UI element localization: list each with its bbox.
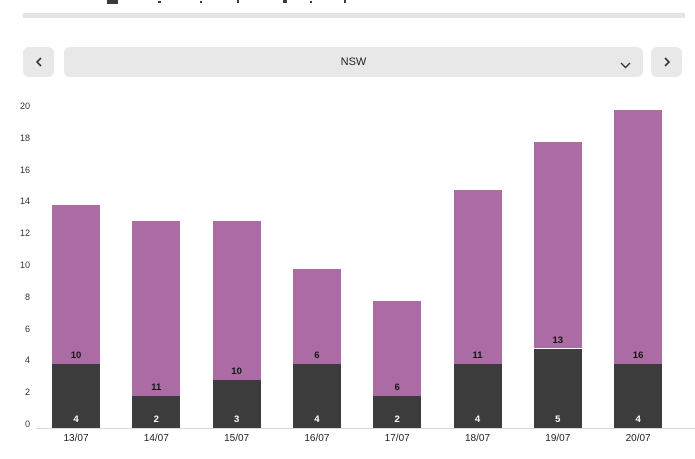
- bar-segment-dark: [52, 364, 100, 428]
- clipped-title-fragment: [283, 0, 287, 3]
- clipped-title-fragment: [237, 0, 239, 3]
- clipped-title-fragment: [344, 0, 346, 3]
- bar-label-purple: 11: [472, 350, 483, 362]
- prev-state-button[interactable]: [23, 47, 54, 77]
- x-axis-line: [36, 428, 695, 429]
- x-tick-label: 14/07: [143, 433, 169, 444]
- x-tick-label: 16/07: [304, 433, 330, 444]
- y-tick-label: 14: [19, 196, 30, 207]
- bar-segment-dark: [614, 364, 663, 428]
- y-tick-label: 8: [24, 291, 30, 302]
- bar-segment-dark: [212, 380, 261, 428]
- bar-label-dark: 5: [555, 414, 561, 425]
- y-tick-label: 18: [19, 132, 30, 143]
- bar-label-purple: 6: [314, 350, 320, 362]
- x-tick-label: 15/07: [224, 433, 250, 444]
- bar-segment-purple: [614, 110, 663, 365]
- y-tick-label: 0: [24, 419, 30, 429]
- top-divider-strip: [23, 13, 685, 18]
- bar-label-purple: 10: [70, 350, 82, 362]
- clipped-title-fragment: [158, 1, 161, 3]
- bar-label-purple: 6: [394, 382, 400, 394]
- bar-segment-purple: [212, 221, 261, 381]
- bar-label-dark: 4: [314, 414, 320, 425]
- bar-label-purple: 16: [632, 350, 644, 362]
- bar-segment-dark: [373, 396, 422, 428]
- x-tick-label: 13/07: [63, 433, 89, 444]
- clipped-title-fragment: [107, 0, 118, 4]
- y-tick-label: 10: [19, 260, 30, 270]
- bar-segment-purple: [533, 141, 582, 349]
- chevron-left-icon: [35, 55, 43, 70]
- bar-segment-purple: [373, 300, 422, 397]
- y-tick-label: 2: [24, 387, 30, 398]
- next-state-button[interactable]: [651, 47, 682, 77]
- bar-label-dark: 4: [474, 414, 481, 425]
- y-tick-label: 6: [24, 323, 30, 334]
- clipped-title-fragment: [310, 1, 312, 3]
- bar-segment-dark: [453, 364, 502, 428]
- bar-segment-purple: [453, 189, 502, 365]
- x-tick-label: 18/07: [464, 433, 491, 444]
- bar-label-purple: 11: [151, 382, 162, 394]
- bar-label-purple: 10: [231, 366, 242, 378]
- y-tick-label: 4: [24, 355, 30, 366]
- clipped-title-fragment: [200, 1, 202, 3]
- y-tick-label: 16: [19, 164, 30, 175]
- chevron-right-icon: [663, 55, 671, 70]
- bar-segment-dark: [132, 396, 181, 428]
- state-select[interactable]: NSW: [64, 47, 643, 77]
- chevron-down-icon: [620, 56, 631, 74]
- bar-label-dark: 2: [394, 414, 400, 425]
- bar-segment-purple: [52, 205, 100, 365]
- bar-segment-purple: [132, 221, 181, 397]
- y-tick-label: 20: [19, 101, 30, 111]
- x-tick-label: 20/07: [625, 433, 651, 444]
- bar-label-purple: 13: [552, 334, 564, 346]
- x-tick-label: 17/07: [384, 433, 410, 444]
- x-tick-label: 19/07: [545, 433, 571, 444]
- bar-label-dark: 3: [233, 414, 240, 425]
- bar-segment-purple: [292, 269, 341, 365]
- bar-label-dark: 2: [153, 414, 159, 425]
- y-tick-label: 12: [19, 228, 30, 239]
- bar-label-dark: 4: [635, 414, 641, 425]
- bar-segment-dark: [533, 348, 582, 428]
- state-select-value: NSW: [340, 56, 367, 68]
- bar-segment-dark: [292, 364, 341, 428]
- bar-label-dark: 4: [73, 414, 79, 425]
